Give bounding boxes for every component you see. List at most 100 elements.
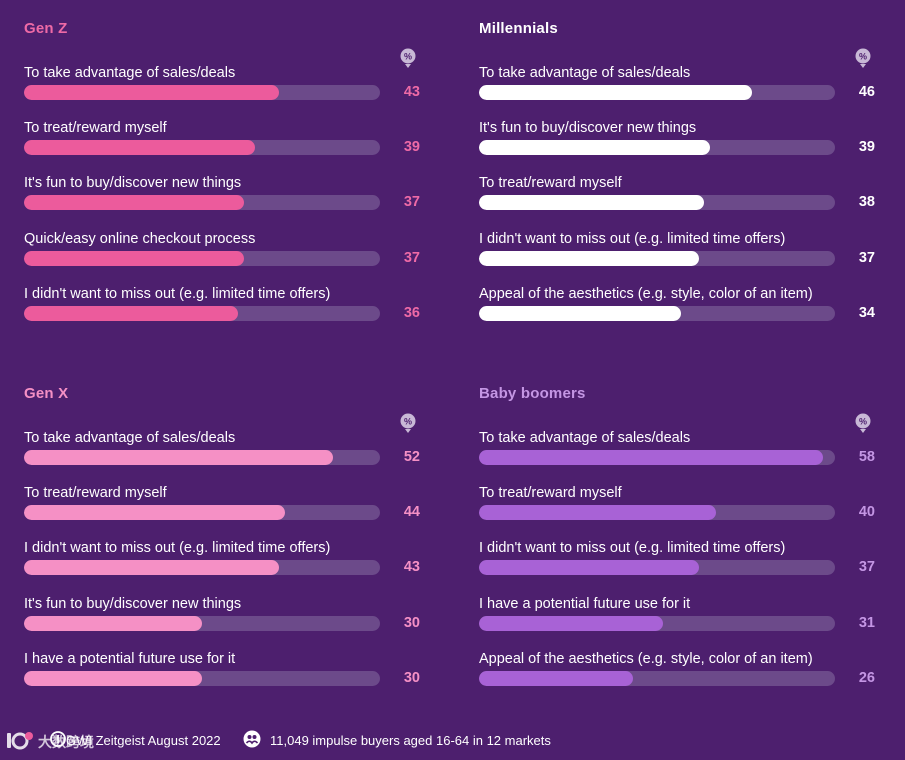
bar-value: 43 <box>403 559 420 575</box>
bar-track <box>479 251 835 266</box>
bar-value: 30 <box>403 615 420 631</box>
bar <box>24 671 202 686</box>
bar-track <box>479 85 835 100</box>
chart-title: Baby boomers <box>479 385 586 402</box>
bar-label: Quick/easy online checkout process <box>24 231 256 247</box>
bar-value: 44 <box>403 504 420 520</box>
source-text: GWI Zeitgeist August 2022 <box>66 733 221 748</box>
bar-value: 37 <box>858 559 875 575</box>
bar-value: 46 <box>858 84 875 100</box>
bar-label: I didn't want to miss out (e.g. limited … <box>24 286 331 302</box>
bar-row: To take advantage of sales/deals 46 <box>479 65 875 117</box>
bar-track <box>24 251 380 266</box>
bar-track <box>24 671 380 686</box>
bar <box>479 140 710 155</box>
people-icon <box>243 730 261 748</box>
bar <box>24 251 244 266</box>
sample-text: 11,049 impulse buyers aged 16-64 in 12 m… <box>270 733 551 748</box>
bar <box>479 306 681 321</box>
bar <box>24 616 202 631</box>
bar <box>479 450 823 465</box>
percent-badge-label: % <box>859 52 867 62</box>
bar-value: 58 <box>858 449 875 465</box>
bar-row: I didn't want to miss out (e.g. limited … <box>24 540 420 592</box>
bar-label: To take advantage of sales/deals <box>24 430 236 446</box>
bar-value: 30 <box>403 670 420 686</box>
bar-row: I didn't want to miss out (e.g. limited … <box>479 540 875 592</box>
percent-badge-label: % <box>404 52 412 62</box>
percent-badge-icon: % <box>400 48 416 68</box>
bar-track <box>24 616 380 631</box>
bar <box>24 195 244 210</box>
bar-track <box>24 85 380 100</box>
bar-label: To treat/reward myself <box>24 120 167 136</box>
bar-track <box>479 671 835 686</box>
chart-title: Gen X <box>24 385 69 402</box>
bar-label: It's fun to buy/discover new things <box>479 120 697 136</box>
bar <box>479 671 633 686</box>
bar-track <box>479 450 835 465</box>
bar-value: 26 <box>858 670 875 686</box>
bar-track <box>479 140 835 155</box>
bar-track <box>24 505 380 520</box>
bar <box>24 560 279 575</box>
footer: 大数跨境 GWI Zeitgeist August 2022 11,049 im… <box>0 728 905 754</box>
bar-row: I have a potential future use for it 30 <box>24 651 420 703</box>
bar <box>24 306 238 321</box>
bar-row: To treat/reward myself 38 <box>479 175 875 227</box>
bar-value: 34 <box>858 305 875 321</box>
bar-row: I didn't want to miss out (e.g. limited … <box>479 231 875 283</box>
bar <box>24 450 333 465</box>
bar-label: To take advantage of sales/deals <box>479 65 691 81</box>
bar-label: To treat/reward myself <box>479 175 622 191</box>
bar-row: I didn't want to miss out (e.g. limited … <box>24 286 420 338</box>
percent-badge-icon: % <box>855 48 871 68</box>
bar <box>24 140 255 155</box>
bar-value: 43 <box>403 84 420 100</box>
brand-logo-icon <box>7 732 33 750</box>
bar-row: Appeal of the aesthetics (e.g. style, co… <box>479 286 875 338</box>
bar-label: It's fun to buy/discover new things <box>24 175 242 191</box>
bar-row: It's fun to buy/discover new things 30 <box>24 596 420 648</box>
bar-value: 38 <box>858 194 875 210</box>
bar-row: Appeal of the aesthetics (e.g. style, co… <box>479 651 875 703</box>
bar-row: To take advantage of sales/deals 52 <box>24 430 420 482</box>
bar-value: 37 <box>403 194 420 210</box>
bar-value: 31 <box>858 615 875 631</box>
bar-track <box>479 306 835 321</box>
bar-label: Appeal of the aesthetics (e.g. style, co… <box>479 651 813 667</box>
bar-track <box>479 505 835 520</box>
bar-track <box>24 306 380 321</box>
bar-value: 37 <box>403 250 420 266</box>
bar-track <box>24 140 380 155</box>
bar-track <box>24 195 380 210</box>
bar-row: It's fun to buy/discover new things 37 <box>24 175 420 227</box>
bar-track <box>479 560 835 575</box>
bar-track <box>24 560 380 575</box>
bar <box>479 560 699 575</box>
bar-row: To treat/reward myself 40 <box>479 485 875 537</box>
bar-value: 37 <box>858 250 875 266</box>
bar <box>479 616 663 631</box>
bar-row: To treat/reward myself 39 <box>24 120 420 172</box>
bar-row: Quick/easy online checkout process 37 <box>24 231 420 283</box>
chart-panel: Gen Z% To take advantage of sales/deals 43… <box>24 0 420 330</box>
bar-value: 52 <box>403 449 420 465</box>
bar <box>24 505 285 520</box>
percent-badge-icon: % <box>400 413 416 433</box>
bar-label: I didn't want to miss out (e.g. limited … <box>24 540 331 556</box>
percent-badge-icon: % <box>855 413 871 433</box>
bar-label: I have a potential future use for it <box>479 596 691 612</box>
bar-row: It's fun to buy/discover new things 39 <box>479 120 875 172</box>
bar <box>479 85 752 100</box>
bar-value: 40 <box>858 504 875 520</box>
bar-row: To take advantage of sales/deals 43 <box>24 65 420 117</box>
bar-label: To take advantage of sales/deals <box>479 430 691 446</box>
bar-value: 36 <box>403 305 420 321</box>
bar-label: I have a potential future use for it <box>24 651 236 667</box>
bar-label: To take advantage of sales/deals <box>24 65 236 81</box>
bar-track <box>24 450 380 465</box>
bar-track <box>479 616 835 631</box>
bar-label: I didn't want to miss out (e.g. limited … <box>479 540 786 556</box>
source-icon <box>50 731 66 747</box>
